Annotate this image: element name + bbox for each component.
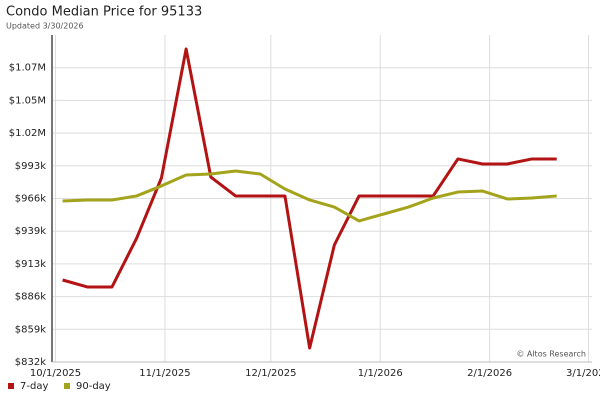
x-tick-label: 12/1/2025: [245, 368, 296, 379]
y-tick-label: $832k: [15, 357, 46, 368]
legend-swatch: [64, 383, 70, 389]
legend-label: 7-day: [20, 381, 48, 392]
y-tick-label: $913k: [15, 259, 46, 270]
y-tick-label: $886k: [15, 292, 46, 303]
y-tick-label: $1.02M: [9, 128, 46, 139]
x-tick-label: 11/1/2025: [139, 368, 190, 379]
y-tick-label: $993k: [15, 161, 46, 172]
y-tick-label: $966k: [15, 194, 46, 205]
x-tick-label: 3/1/2026: [566, 368, 600, 379]
x-tick-label: 1/1/2026: [358, 368, 403, 379]
y-tick-label: $1.05M: [9, 95, 46, 106]
annotation: © Altos Research: [516, 350, 586, 359]
x-tick-label: 10/1/2025: [30, 368, 81, 379]
y-tick-label: $1.07M: [9, 63, 46, 74]
y-tick-label: $939k: [15, 226, 46, 237]
y-tick-label: $859k: [15, 324, 46, 335]
chart-title: Condo Median Price for 95133: [6, 5, 202, 20]
legend-swatch: [8, 383, 14, 389]
x-tick-label: 2/1/2026: [467, 368, 512, 379]
line: [62, 47, 557, 350]
legend-label: 90-day: [76, 381, 111, 392]
chart-subtitle: Updated 3/30/2026: [6, 22, 84, 31]
line: [62, 169, 557, 223]
